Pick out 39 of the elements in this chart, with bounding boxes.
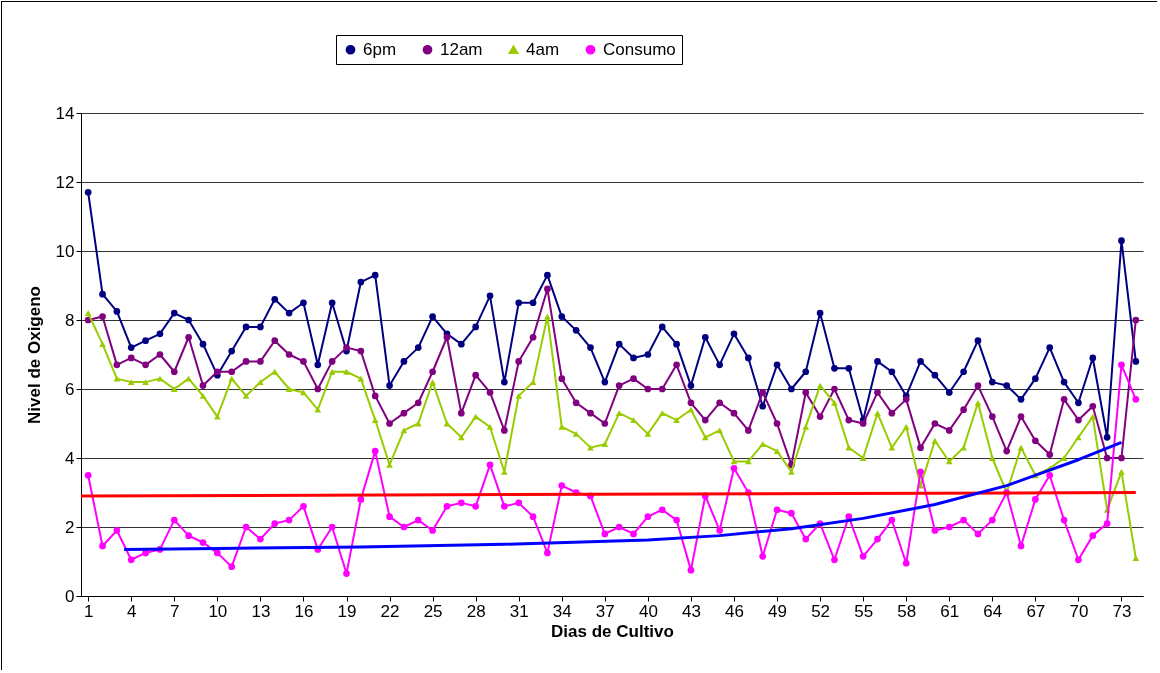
x-tick-label: 49 (768, 601, 787, 621)
x-tick-label: 19 (337, 601, 357, 621)
x-tick-label: 43 (681, 601, 701, 621)
y-tick-label: 4 (65, 448, 75, 468)
x-tick-label: 28 (466, 601, 486, 621)
y-tick-label: 10 (55, 241, 75, 261)
x-tick-label: 52 (811, 601, 831, 621)
x-tick-label: 1 (83, 601, 94, 621)
x-tick-label: 13 (251, 601, 271, 621)
x-tick-label: 34 (552, 601, 572, 621)
y-tick-label: 6 (65, 379, 75, 399)
x-tick-label: 61 (940, 601, 960, 621)
x-tick-label: 67 (1026, 601, 1046, 621)
x-tick-label: 40 (638, 601, 658, 621)
x-tick-label: 73 (1112, 601, 1132, 621)
x-tick-label: 7 (170, 601, 180, 621)
x-tick-label: 46 (725, 601, 744, 621)
x-tick-label: 4 (127, 601, 137, 621)
legend-label: 4am (526, 39, 560, 59)
x-tick-label: 25 (423, 601, 443, 621)
x-tick-label: 31 (509, 601, 529, 621)
x-axis-title: Dias de Cultivo (551, 621, 674, 641)
y-tick-label: 14 (55, 103, 75, 123)
y-tick-label: 12 (55, 172, 75, 192)
x-tick-label: 64 (983, 601, 1003, 621)
x-tick-label: 16 (294, 601, 314, 621)
x-tick-label: 70 (1069, 601, 1089, 621)
y-axis-title: Nivel de Oxigeno (24, 286, 44, 424)
y-tick-label: 0 (65, 586, 75, 606)
x-tick-label: 22 (380, 601, 400, 621)
x-tick-label: 55 (854, 601, 874, 621)
y-tick-label: 2 (65, 517, 75, 537)
x-tick-label: 10 (208, 601, 228, 621)
legend-label: Consumo (603, 39, 676, 59)
legend-label: 6pm (363, 39, 397, 59)
x-tick-label: 58 (897, 601, 917, 621)
legend-label: 12am (440, 39, 483, 59)
y-tick-label: 8 (65, 310, 75, 330)
x-tick-label: 37 (595, 601, 615, 621)
